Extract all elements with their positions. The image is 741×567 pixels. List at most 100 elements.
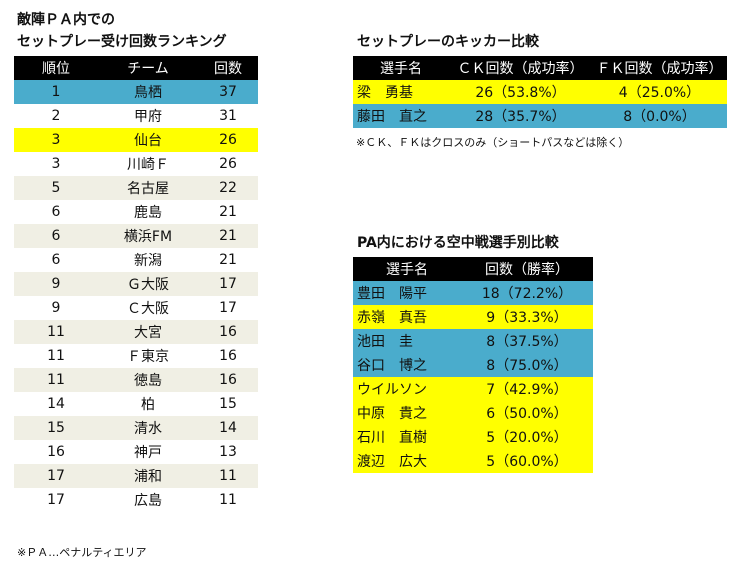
aerial-value-cell: 6（50.0%） xyxy=(461,401,593,425)
aerial-row: 谷口 博之 8（75.0%） xyxy=(353,353,593,377)
ranking-team-cell: 名古屋 xyxy=(98,176,198,200)
ranking-rank-cell: 1 xyxy=(14,80,98,104)
ranking-count-cell: 21 xyxy=(198,224,258,248)
ranking-team-cell: 大宮 xyxy=(98,320,198,344)
ranking-rank-cell: 6 xyxy=(14,248,98,272)
ranking-count-cell: 16 xyxy=(198,368,258,392)
ranking-rank-cell: 2 xyxy=(14,104,98,128)
ranking-rank-cell: 11 xyxy=(14,344,98,368)
ranking-row: 2 甲府 31 xyxy=(14,104,258,128)
ranking-rank-cell: 14 xyxy=(14,392,98,416)
kicker-row: 藤田 直之 28（35.7%） 8（0.0%） xyxy=(353,104,727,128)
ranking-team-cell: Ｆ東京 xyxy=(98,344,198,368)
aerial-value-cell: 5（20.0%） xyxy=(461,425,593,449)
ranking-team-cell: 神戸 xyxy=(98,440,198,464)
ranking-row: 5 名古屋 22 xyxy=(14,176,258,200)
ranking-team-cell: 徳島 xyxy=(98,368,198,392)
ranking-count-cell: 16 xyxy=(198,320,258,344)
ranking-table: 順位 チーム 回数 1 鳥栖 37 2 甲府 31 3 仙台 26 3 川崎Ｆ 26 5 名古屋 22 6 鹿島… xyxy=(14,56,258,512)
kicker-header-fk: ＦＫ回数（成功率） xyxy=(592,56,727,80)
ranking-count-cell: 14 xyxy=(198,416,258,440)
ranking-row: 11 徳島 16 xyxy=(14,368,258,392)
ranking-count-cell: 22 xyxy=(198,176,258,200)
ranking-row: 3 仙台 26 xyxy=(14,128,258,152)
ranking-team-cell: 新潟 xyxy=(98,248,198,272)
ranking-rank-cell: 6 xyxy=(14,200,98,224)
ranking-row: 17 広島 11 xyxy=(14,488,258,512)
aerial-name-cell: 中原 貴之 xyxy=(353,401,461,425)
ranking-team-cell: 鳥栖 xyxy=(98,80,198,104)
ranking-title-line1: 敵陣ＰＡ内での xyxy=(17,12,115,28)
ranking-row: 15 清水 14 xyxy=(14,416,258,440)
aerial-header-name: 選手名 xyxy=(353,257,461,281)
aerial-value-cell: 9（33.3%） xyxy=(461,305,593,329)
kicker-ck-cell: 26（53.8%） xyxy=(449,80,592,104)
ranking-count-cell: 17 xyxy=(198,296,258,320)
ranking-count-cell: 21 xyxy=(198,248,258,272)
ranking-count-cell: 31 xyxy=(198,104,258,128)
ranking-team-cell: 柏 xyxy=(98,392,198,416)
aerial-table: 選手名 回数（勝率） 豊田 陽平 18（72.2%） 赤嶺 真吾 9（33.3%） 池田… xyxy=(353,257,593,473)
aerial-name-cell: ウイルソン xyxy=(353,377,461,401)
aerial-name-cell: 赤嶺 真吾 xyxy=(353,305,461,329)
ranking-rank-cell: 5 xyxy=(14,176,98,200)
ranking-rank-cell: 15 xyxy=(14,416,98,440)
aerial-row: 渡辺 広大 5（60.0%） xyxy=(353,449,593,473)
ranking-team-cell: 横浜FM xyxy=(98,224,198,248)
ranking-count-cell: 16 xyxy=(198,344,258,368)
aerial-row: 赤嶺 真吾 9（33.3%） xyxy=(353,305,593,329)
aerial-name-cell: 池田 圭 xyxy=(353,329,461,353)
ranking-rank-cell: 11 xyxy=(14,320,98,344)
ranking-header-team: チーム xyxy=(98,56,198,80)
ranking-rank-cell: 9 xyxy=(14,272,98,296)
aerial-header-row: 選手名 回数（勝率） xyxy=(353,257,593,281)
ranking-row: 3 川崎Ｆ 26 xyxy=(14,152,258,176)
aerial-value-cell: 8（37.5%） xyxy=(461,329,593,353)
ranking-header-row: 順位 チーム 回数 xyxy=(14,56,258,80)
ranking-row: 6 横浜FM 21 xyxy=(14,224,258,248)
ranking-row: 16 神戸 13 xyxy=(14,440,258,464)
ranking-header-count: 回数 xyxy=(198,56,258,80)
aerial-row: 中原 貴之 6（50.0%） xyxy=(353,401,593,425)
aerial-row: 石川 直樹 5（20.0%） xyxy=(353,425,593,449)
ranking-count-cell: 26 xyxy=(198,128,258,152)
kicker-title: セットプレーのキッカー比較 xyxy=(357,34,539,50)
ranking-team-cell: 鹿島 xyxy=(98,200,198,224)
ranking-rank-cell: 3 xyxy=(14,128,98,152)
ranking-row: 6 新潟 21 xyxy=(14,248,258,272)
ranking-rank-cell: 16 xyxy=(14,440,98,464)
ranking-count-cell: 11 xyxy=(198,488,258,512)
ranking-team-cell: 浦和 xyxy=(98,464,198,488)
aerial-row: ウイルソン 7（42.9%） xyxy=(353,377,593,401)
ranking-count-cell: 17 xyxy=(198,272,258,296)
pa-footnote: ※ＰＡ…ペナルティエリア xyxy=(17,546,147,559)
kicker-name-cell: 藤田 直之 xyxy=(353,104,449,128)
ranking-rank-cell: 3 xyxy=(14,152,98,176)
ranking-row: 6 鹿島 21 xyxy=(14,200,258,224)
ranking-team-cell: 甲府 xyxy=(98,104,198,128)
kicker-fk-cell: 8（0.0%） xyxy=(592,104,727,128)
ranking-count-cell: 11 xyxy=(198,464,258,488)
kicker-name-cell: 梁 勇基 xyxy=(353,80,449,104)
aerial-header-value: 回数（勝率） xyxy=(461,257,593,281)
kicker-footnote: ※ＣＫ、ＦＫはクロスのみ（ショートパスなどは除く） xyxy=(356,136,630,149)
ranking-rank-cell: 9 xyxy=(14,296,98,320)
ranking-row: 1 鳥栖 37 xyxy=(14,80,258,104)
kicker-header-name: 選手名 xyxy=(353,56,449,80)
aerial-row: 池田 圭 8（37.5%） xyxy=(353,329,593,353)
ranking-rank-cell: 11 xyxy=(14,368,98,392)
aerial-value-cell: 18（72.2%） xyxy=(461,281,593,305)
ranking-rank-cell: 17 xyxy=(14,488,98,512)
ranking-team-cell: 清水 xyxy=(98,416,198,440)
ranking-row: 9 Ｇ大阪 17 xyxy=(14,272,258,296)
aerial-name-cell: 豊田 陽平 xyxy=(353,281,461,305)
ranking-title-line2: セットプレー受け回数ランキング xyxy=(17,34,227,50)
aerial-name-cell: 渡辺 広大 xyxy=(353,449,461,473)
ranking-count-cell: 26 xyxy=(198,152,258,176)
ranking-row: 17 浦和 11 xyxy=(14,464,258,488)
aerial-value-cell: 8（75.0%） xyxy=(461,353,593,377)
ranking-rank-cell: 17 xyxy=(14,464,98,488)
ranking-count-cell: 21 xyxy=(198,200,258,224)
kicker-fk-cell: 4（25.0%） xyxy=(592,80,727,104)
ranking-row: 11 Ｆ東京 16 xyxy=(14,344,258,368)
